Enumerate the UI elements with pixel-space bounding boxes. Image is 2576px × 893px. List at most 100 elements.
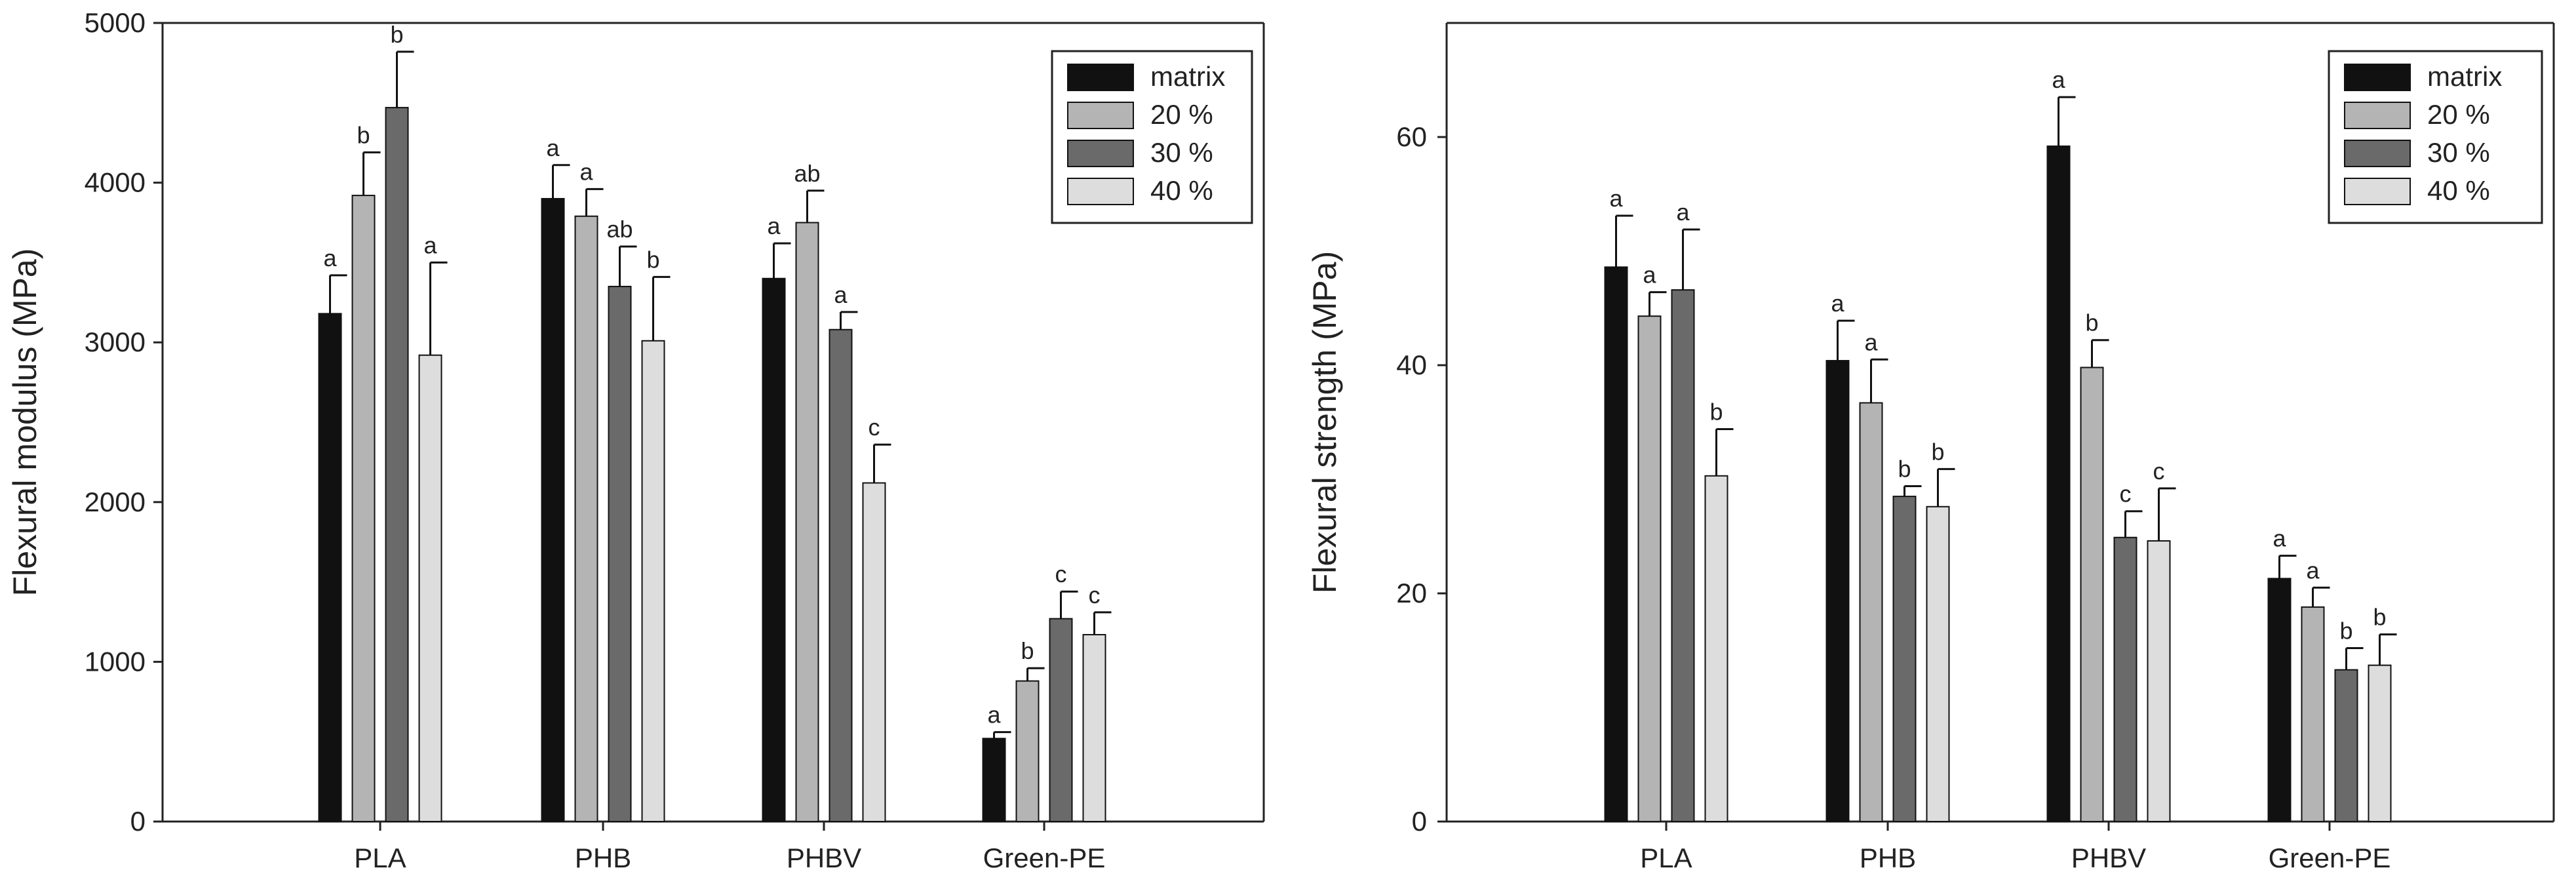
significance-label: a [1609,185,1623,212]
bar [1671,289,1695,823]
x-tick-label: PHB [1860,843,1916,873]
y-tick-label: 5000 [85,7,146,38]
bar [2113,536,2137,822]
significance-label: a [1864,328,1878,355]
significance-label: a [834,281,848,308]
y-tick-label: 60 [1396,121,1427,152]
legend-swatch [2344,102,2411,129]
bar [1637,315,1662,822]
significance-label: ab [794,160,820,187]
bar [1926,506,1950,822]
bar [2368,664,2392,822]
significance-label: a [767,212,781,239]
significance-label: b [1898,455,1911,482]
bar [574,215,598,823]
significance-label: c [1055,561,1067,587]
bar [418,354,442,822]
bar [1825,360,1850,822]
significance-label: a [579,158,593,185]
legend-label: 30 % [2427,137,2490,168]
x-tick-label: PHBV [787,843,861,873]
bar [541,197,565,822]
significance-label: b [2085,309,2098,336]
significance-label: a [323,245,337,271]
bar [2046,145,2071,822]
legend-label: 20 % [2427,99,2490,130]
x-tick-label: Green-PE [983,843,1106,873]
legend-label: 40 % [1150,175,1213,206]
legend-label: 40 % [2427,175,2490,206]
bar [2080,367,2104,822]
bar [1704,475,1728,822]
bar [1604,266,1628,822]
bar [641,340,665,822]
bar [2147,540,2171,823]
bar [608,285,632,822]
significance-label: b [1709,398,1723,425]
y-axis-title: Flexural strength (MPa) [1306,251,1343,593]
significance-label: a [1831,290,1844,317]
y-tick-label: 1000 [85,646,146,677]
chart-flexural-modulus: 0 1000 2000 3000 4000 5000 Flexural modulus (M… [7,7,1265,873]
x-tick-label: Green-PE [2269,843,2391,873]
x-tick-label: PHB [575,843,631,873]
significance-label: c [2120,481,2132,507]
significance-label: b [2339,618,2352,645]
y-axis-title: Flexural modulus (MPa) [7,248,43,597]
legend-swatch [2344,64,2411,91]
bar [1049,618,1073,822]
bar [1859,402,1883,822]
significance-label: a [2273,525,2286,552]
y-tick-label: 4000 [85,167,146,198]
bar [862,482,886,822]
significance-label: b [2373,604,2386,631]
bar [829,328,853,823]
legend-swatch [1067,178,1134,205]
y-tick-label: 0 [1412,806,1427,837]
significance-label: a [423,231,437,258]
bar [2267,578,2292,822]
significance-label: b [390,21,403,48]
significance-label: b [1021,637,1034,664]
y-tick-label: 0 [130,806,146,837]
significance-label: c [2153,458,2165,485]
significance-label: a [1676,199,1690,226]
significance-label: ab [606,216,633,243]
bar [795,222,819,822]
significance-label: a [2306,557,2320,584]
chart-flexural-strength: 0 20 40 60 Flexural strength (MPa) PLA PHB PHBV… [1306,22,2555,873]
legend-swatch [1067,102,1134,129]
y-tick-label: 40 [1396,349,1427,380]
x-tick-label: PLA [1640,843,1692,873]
bar [318,313,342,822]
significance-label: a [987,702,1001,728]
y-tick-label: 20 [1396,578,1427,608]
x-tick-label: PHBV [2071,843,2146,873]
legend-swatch [2344,178,2411,205]
significance-label: b [1931,438,1944,465]
legend-label: matrix [2427,61,2502,92]
bar [2301,606,2325,822]
legend-swatch [2344,140,2411,167]
bar [1892,496,1917,822]
bar [1015,680,1040,822]
significance-label: a [546,134,560,161]
y-tick-label: 2000 [85,486,146,517]
significance-label: c [1089,582,1101,608]
x-tick-label: PLA [354,843,406,873]
bar [1082,633,1106,822]
legend-label: matrix [1150,61,1225,92]
significance-label: b [357,121,370,148]
significance-label: c [868,414,880,441]
legend-swatch [1067,64,1134,91]
bar [351,195,376,822]
bar [982,738,1006,822]
significance-label: b [646,246,659,273]
bar [385,107,409,822]
legend-label: 20 % [1150,99,1213,130]
significance-label: a [1643,262,1656,288]
significance-label: a [2052,66,2065,93]
y-tick-label: 3000 [85,327,146,357]
bar [762,277,786,822]
